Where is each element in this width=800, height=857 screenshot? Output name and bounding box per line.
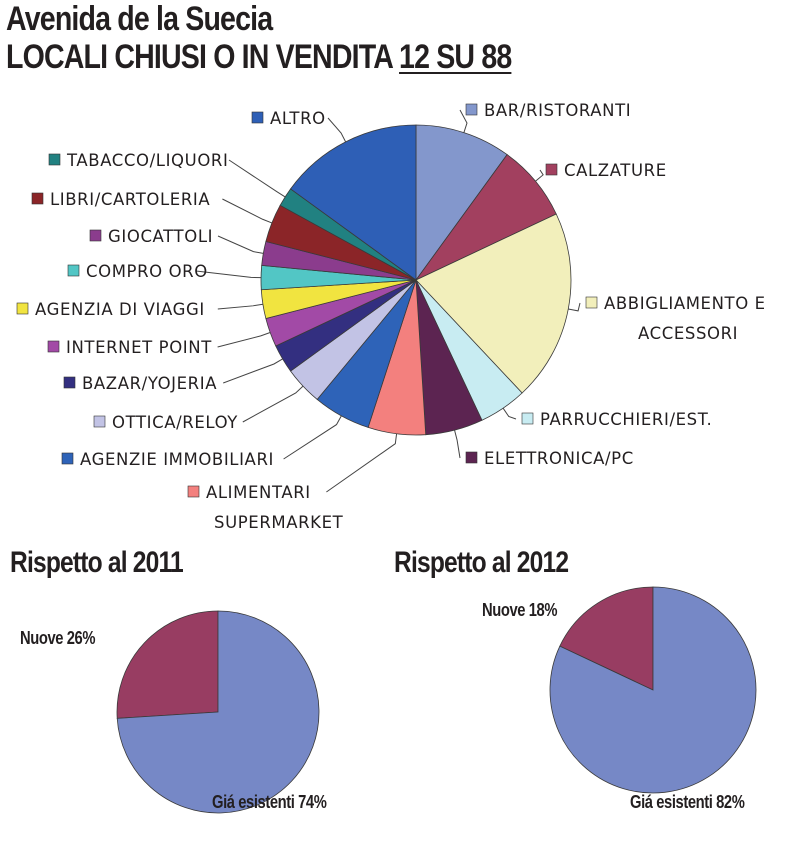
legend-label: ELETTRONICA/PC	[484, 449, 634, 468]
legend-label: ABBIGLIAMENTO E	[604, 294, 766, 313]
leader-line	[283, 415, 342, 460]
legend-item-ottica-reloy: OTTICA/RELOY	[93, 385, 304, 432]
leader-line	[326, 433, 398, 493]
legend-item-agenzie-immobiliari: AGENZIE IMMOBILIARI	[61, 415, 342, 469]
pie-chart-2011	[116, 610, 320, 814]
legend-item-giocattoli: GIOCATTOLI	[89, 227, 264, 254]
leader-line	[535, 169, 544, 182]
legend-label: ALIMENTARI	[206, 483, 311, 502]
legend-swatch	[585, 296, 598, 309]
legend-item-internet-point: INTERNET POINT	[47, 332, 271, 357]
legend-item-alimentari-supermarket: ALIMENTARI SUPERMARKET	[187, 433, 398, 532]
leader-line	[242, 385, 304, 423]
legend-label: TABACCO/LIQUORI	[66, 151, 228, 170]
legend-item-libri-cartoleria: LIBRI/CARTOLERIA	[31, 190, 273, 224]
main-slice-abbigliamento-e-accessori	[415, 213, 572, 394]
legend-label: AGENZIA DI VIAGGI	[35, 300, 205, 319]
legend-item-abbigliamento-e-accessori: ABBIGLIAMENTO E ACCESSORI	[568, 294, 765, 343]
legend-swatch	[31, 192, 44, 205]
leader-line	[459, 109, 468, 133]
legend-label: CALZATURE	[564, 161, 667, 180]
pie-2011-slice-nuove	[116, 610, 219, 719]
page-subtitle: LOCALI CHIUSI O IN VENDITA 12 SU 88	[6, 38, 512, 77]
legend-swatch	[89, 229, 102, 242]
pie-2012-slice-gi-esistenti	[549, 586, 757, 794]
legend-swatch	[465, 103, 478, 116]
legend-label: SUPERMARKET	[214, 513, 344, 532]
legend-label: GIOCATTOLI	[108, 227, 213, 246]
legend-label: OTTICA/RELOY	[112, 413, 238, 432]
label-nuove-2012: Nuove 18%	[482, 600, 558, 620]
leader-line	[217, 332, 271, 348]
legend-swatch	[251, 111, 264, 124]
leader-line	[195, 270, 262, 279]
legend-label: COMPRO ORO	[86, 262, 208, 281]
legend-swatch	[545, 163, 558, 176]
chart-2012-title: Rispetto al 2012	[394, 546, 569, 579]
legend-item-compro-oro: COMPRO ORO	[67, 262, 262, 281]
page-title: Avenida de la Suecia	[6, 0, 273, 38]
legend-label: BAZAR/YOJERIA	[82, 374, 217, 393]
leader-line	[568, 302, 581, 312]
legend-swatch	[63, 376, 76, 389]
main-slice-altro	[290, 124, 417, 281]
legend-item-calzature: CALZATURE	[535, 161, 667, 182]
legend-label: BAR/RISTORANTI	[484, 101, 631, 120]
legend-item-elettronica-pc: ELETTRONICA/PC	[454, 430, 634, 468]
legend-item-bar-ristoranti: BAR/RISTORANTI	[459, 101, 631, 133]
legend-swatch	[93, 415, 106, 428]
legend-swatch	[47, 340, 60, 353]
legend-label: PARRUCCHIERI/EST.	[540, 410, 712, 429]
leader-line	[454, 430, 461, 459]
leader-line	[502, 407, 517, 420]
chart-2011-title: Rispetto al 2011	[10, 546, 184, 579]
leader-line	[222, 198, 273, 224]
pie-2012-slice-nuove	[559, 586, 654, 691]
legend-swatch	[187, 485, 200, 498]
legend-swatch	[465, 451, 478, 464]
leader-line	[223, 358, 283, 384]
legend-swatch	[48, 153, 61, 166]
legend-swatch	[521, 412, 534, 425]
label-esistenti-2011: Giá esistenti 74%	[212, 792, 327, 812]
legend-item-tabacco-liquori: TABACCO/LIQUORI	[48, 151, 286, 198]
subtitle-text: LOCALI CHIUSI O IN VENDITA	[6, 38, 400, 76]
legend-item-bazar-yojeria: BAZAR/YOJERIA	[63, 358, 283, 393]
leader-line	[217, 235, 264, 254]
legend-label: ACCESSORI	[638, 324, 738, 343]
label-nuove-2011: Nuove 26%	[20, 628, 96, 648]
legend-item-agenzia-di-viaggi: AGENZIA DI VIAGGI	[16, 300, 263, 319]
legend-label: INTERNET POINT	[66, 338, 212, 357]
legend-swatch	[61, 452, 74, 465]
legend-swatch	[67, 264, 80, 277]
legend-label: ALTRO	[270, 109, 326, 128]
legend-item-altro: ALTRO	[251, 109, 347, 143]
legend-label: LIBRI/CARTOLERIA	[50, 190, 210, 209]
legend-label: AGENZIE IMMOBILIARI	[80, 450, 274, 469]
label-esistenti-2012: Giá esistenti 82%	[630, 792, 745, 812]
main-pie-chart: BAR/RISTORANTI CALZATURE ABBIGLIAMENTO E AC…	[16, 101, 765, 532]
pie-2011-slice-gi-esistenti	[116, 610, 320, 814]
legend-item-parrucchieri-est: PARRUCCHIERI/EST.	[502, 407, 712, 429]
leader-line	[228, 159, 286, 198]
leader-line	[327, 117, 347, 143]
leader-line	[217, 303, 263, 310]
legend-swatch	[16, 302, 29, 315]
subtitle-highlight: 12 SU 88	[399, 38, 512, 76]
